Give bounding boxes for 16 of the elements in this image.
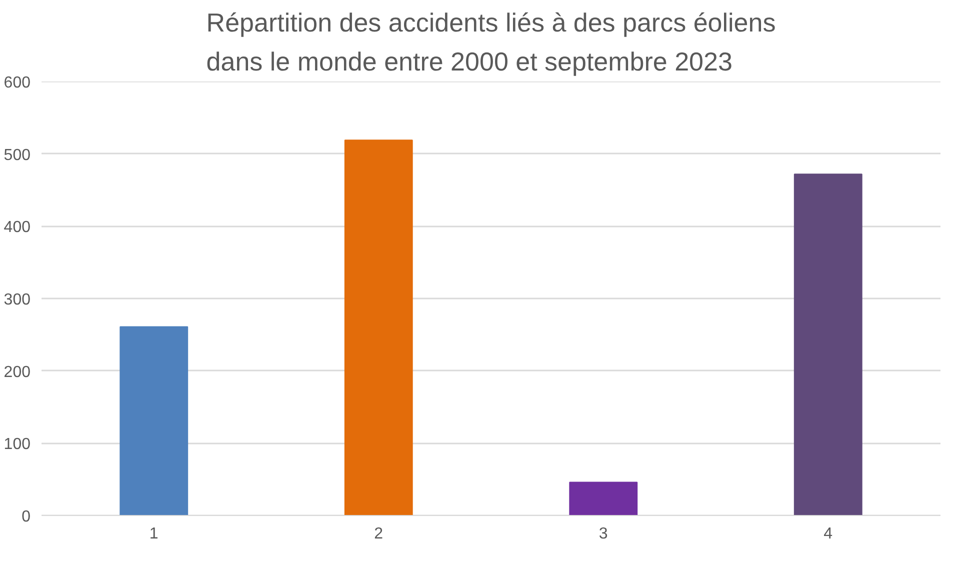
y-tick-label: 100 (4, 436, 31, 454)
bar (344, 140, 413, 516)
chart-title: Répartition des accidents liés à des parcs éoliens dans le monde entre 2000 et septembre 2023 (206, 8, 776, 76)
bar (120, 326, 188, 516)
x-tick-label: 2 (374, 526, 384, 542)
y-tick-label: 0 (22, 508, 31, 526)
bar (794, 174, 862, 516)
y-tick-label: 300 (4, 292, 31, 308)
y-tick-label: 600 (4, 74, 31, 92)
y-tick-label: 200 (4, 364, 31, 381)
y-tick-label: 400 (4, 219, 31, 236)
x-tick-label: 1 (149, 526, 158, 542)
x-tick-label: 3 (598, 526, 608, 542)
x-tick-label: 4 (824, 526, 833, 542)
bar (569, 482, 638, 516)
y-tick-label: 500 (4, 146, 31, 164)
